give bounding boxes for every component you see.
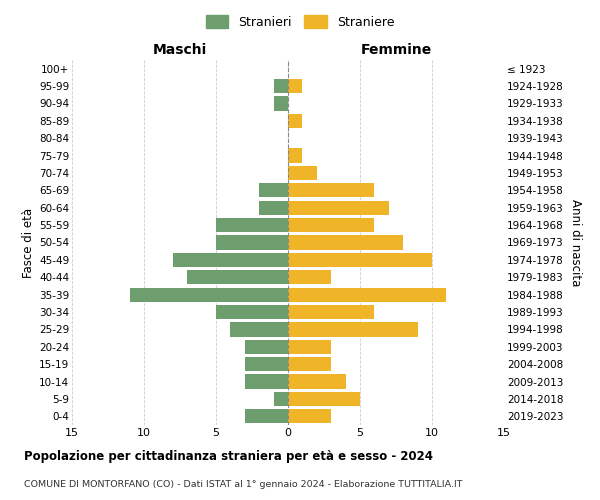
Bar (288, 270, 331, 284)
Bar (288, 218, 374, 232)
Bar (288, 148, 302, 162)
Bar (274, 96, 288, 110)
Bar (245, 374, 288, 388)
Bar (274, 392, 288, 406)
Text: Femmine: Femmine (361, 44, 431, 58)
Bar (288, 409, 331, 424)
Bar (288, 236, 403, 250)
Bar (288, 305, 374, 319)
Bar (288, 288, 446, 302)
Text: Popolazione per cittadinanza straniera per età e sesso - 2024: Popolazione per cittadinanza straniera p… (24, 450, 433, 463)
Bar (216, 236, 288, 250)
Text: COMUNE DI MONTORFANO (CO) - Dati ISTAT al 1° gennaio 2024 - Elaborazione TUTTITA: COMUNE DI MONTORFANO (CO) - Dati ISTAT a… (24, 480, 463, 489)
Bar (245, 340, 288, 354)
Bar (288, 322, 418, 336)
Bar (216, 305, 288, 319)
Bar (274, 79, 288, 93)
Text: Maschi: Maschi (153, 44, 207, 58)
Bar (173, 253, 288, 267)
Y-axis label: Fasce di età: Fasce di età (22, 208, 35, 278)
Y-axis label: Anni di nascita: Anni di nascita (569, 199, 582, 286)
Bar (288, 340, 331, 354)
Bar (245, 357, 288, 372)
Bar (288, 357, 331, 372)
Bar (259, 200, 288, 215)
Bar (288, 114, 302, 128)
Bar (130, 288, 288, 302)
Bar (288, 253, 432, 267)
Bar (288, 166, 317, 180)
Bar (288, 200, 389, 215)
Bar (245, 409, 288, 424)
Bar (216, 218, 288, 232)
Bar (288, 79, 302, 93)
Bar (288, 183, 374, 198)
Bar (259, 183, 288, 198)
Bar (288, 392, 360, 406)
Legend: Stranieri, Straniere: Stranieri, Straniere (202, 11, 398, 32)
Bar (288, 374, 346, 388)
Bar (230, 322, 288, 336)
Bar (187, 270, 288, 284)
